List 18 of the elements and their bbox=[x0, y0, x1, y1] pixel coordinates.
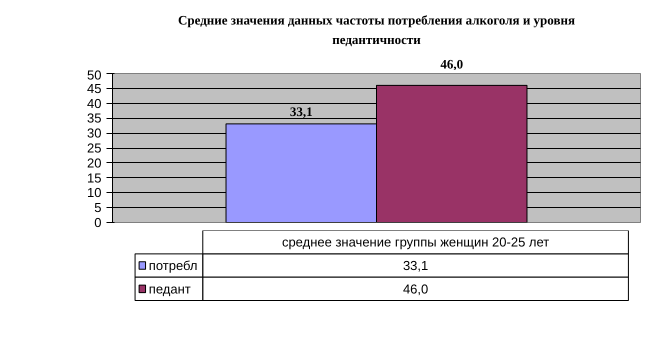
y-tick-label: 40 bbox=[87, 96, 102, 111]
chart-title: Средние значения данных частоты потребления алкоголя и уровня педантичности bbox=[178, 12, 576, 47]
x-tick-label: среднее значение группы женщин 20-25 лет bbox=[282, 234, 550, 250]
y-tick-label: 35 bbox=[87, 110, 102, 126]
y-tick-label: 15 bbox=[87, 170, 102, 186]
data-label: 33,1 bbox=[290, 104, 313, 119]
y-tick-label: 50 bbox=[87, 68, 102, 82]
text: 33,1 bbox=[402, 258, 428, 273]
y-tick-label: 30 bbox=[87, 126, 102, 141]
legend-label: педант bbox=[148, 281, 191, 296]
legend-label: потребл bbox=[148, 258, 198, 273]
y-tick-label: 0 bbox=[94, 215, 102, 230]
y-tick-label: 45 bbox=[87, 80, 102, 96]
y-tick-label: 5 bbox=[94, 200, 102, 216]
y-tick-label: 25 bbox=[87, 140, 102, 156]
y-tick-label: 20 bbox=[87, 155, 102, 170]
y-tick-label: 10 bbox=[87, 185, 102, 200]
text: 46,0 bbox=[402, 281, 428, 296]
